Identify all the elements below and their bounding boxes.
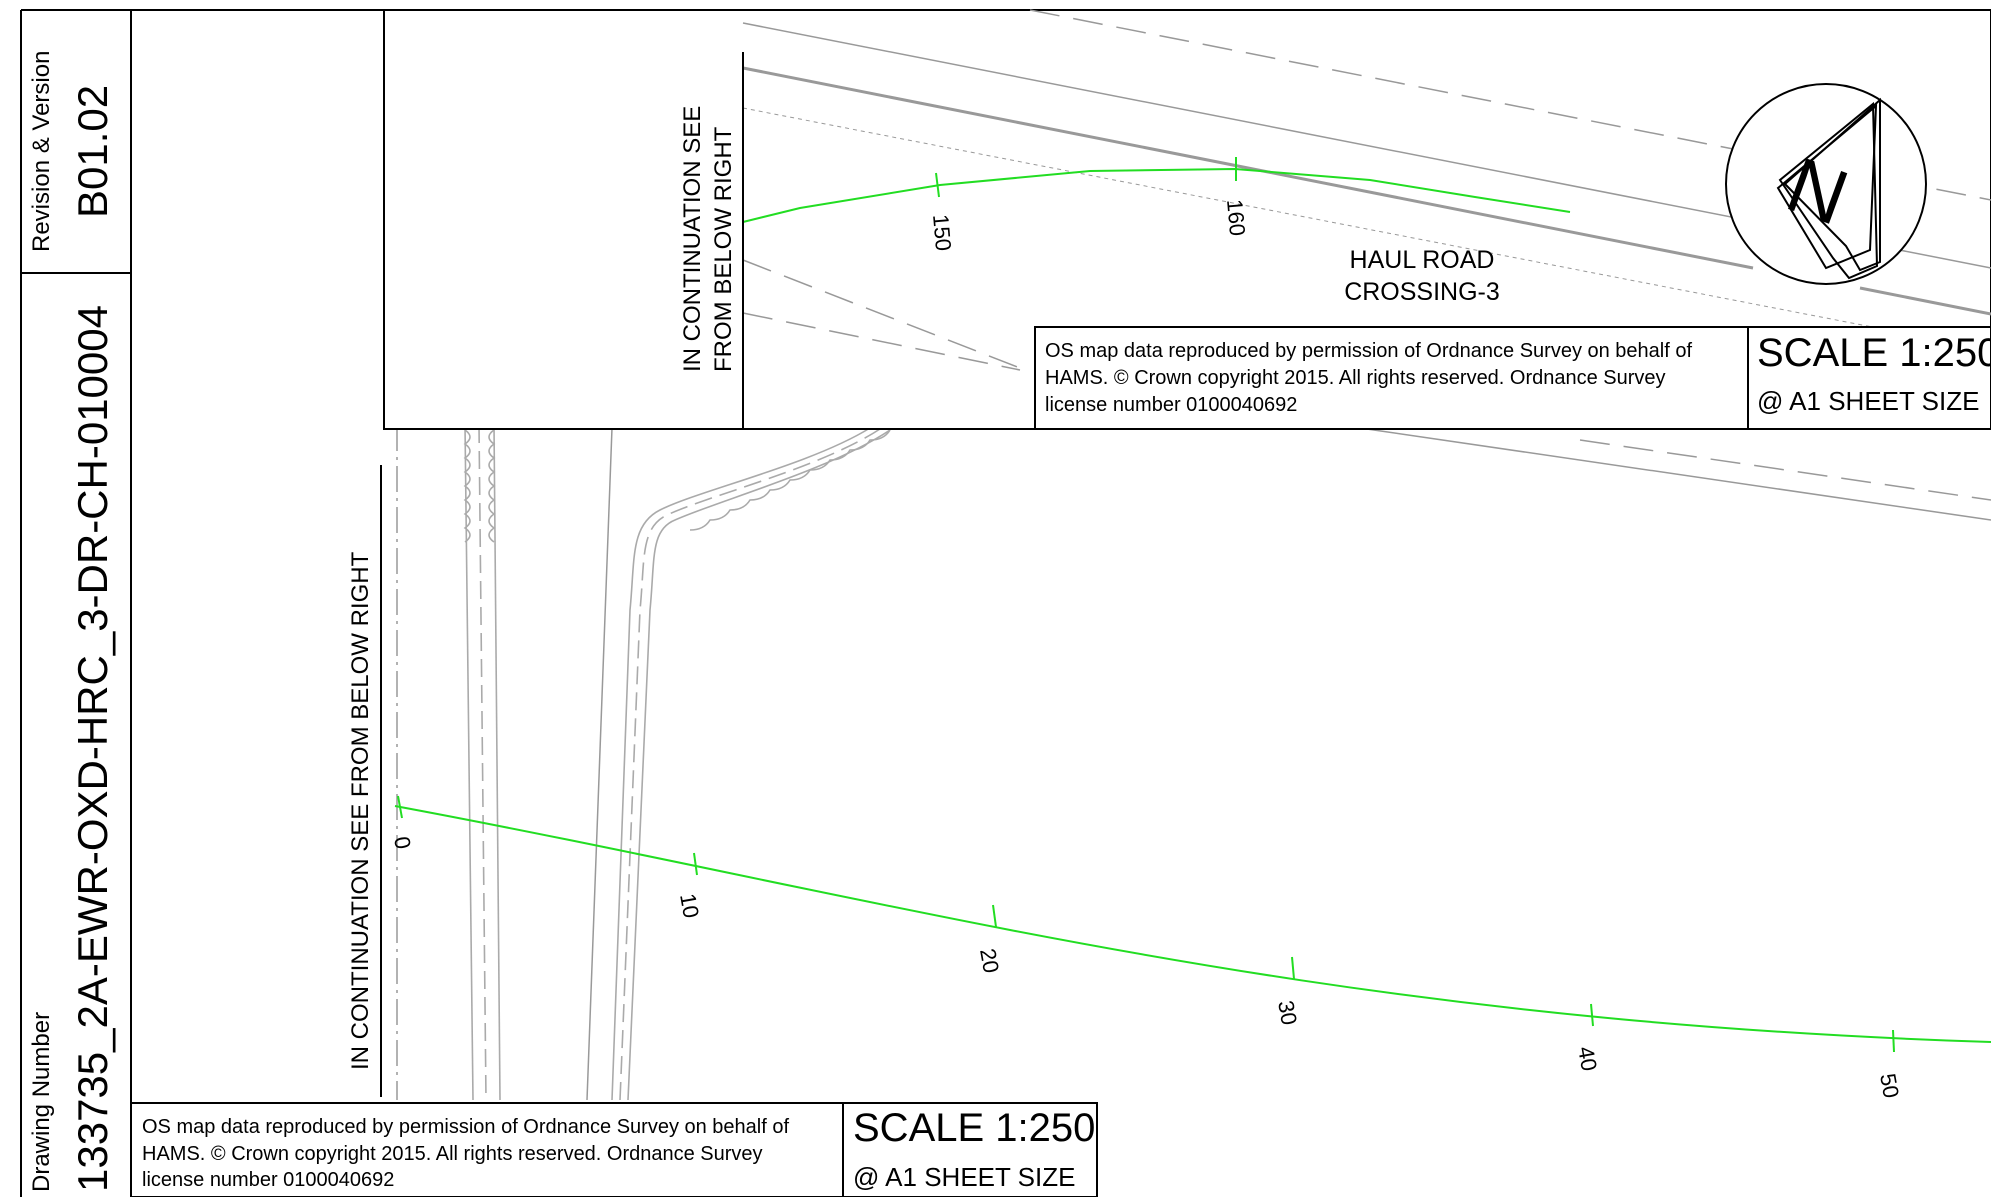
inset-credit-line1: OS map data reproduced by permission of … <box>1045 340 1692 362</box>
chainage-label: 10 <box>675 892 704 920</box>
main-credit-block: OS map data reproduced by permission of … <box>130 1102 1098 1197</box>
inset-continuation-line1: IN CONTINUATION SEE <box>679 106 706 372</box>
main-credit-line3: license number 0100040692 <box>142 1169 394 1191</box>
haul-road-label: HAUL ROAD <box>1350 246 1495 274</box>
drawing-number-value: 133735_2A-EWR-OXD-HRC_3-DR-CH-010004 <box>69 305 116 1192</box>
inset-chainage-label: 160 <box>1222 198 1250 237</box>
main-credit-line2: HAMS. © Crown copyright 2015. All rights… <box>142 1143 763 1165</box>
chainage-label: 20 <box>975 947 1004 975</box>
field-boundaries <box>396 425 613 1101</box>
drawing-number-label: Drawing Number <box>28 1012 55 1192</box>
revision-value: B01.02 <box>69 85 116 218</box>
inset-sheet-size: @ A1 SHEET SIZE <box>1757 386 1979 416</box>
hedgerow-left <box>463 424 501 1101</box>
hedgerow-bend <box>611 427 891 1101</box>
main-credit-box <box>130 1102 844 1197</box>
chainage-label: 40 <box>1573 1045 1602 1073</box>
inset-scale: SCALE 1:250 <box>1757 331 1991 375</box>
main-viewport: 0 10 20 30 40 50 IN CONTINUATION SEE FRO… <box>347 424 1991 1101</box>
inset-scale-box <box>1747 326 1991 430</box>
haul-road-label-line2: CROSSING-3 <box>1344 278 1500 306</box>
revision-label: Revision & Version <box>28 51 55 252</box>
title-block: Revision & Version B01.02 Drawing Number… <box>28 51 116 1192</box>
chainage-label: 0 <box>389 835 416 851</box>
main-sheet-size: @ A1 SHEET SIZE <box>853 1162 1075 1192</box>
inset-credit-box <box>1034 326 1749 430</box>
inset-chainage-label: 150 <box>928 213 956 252</box>
inset-credit-line3: license number 0100040692 <box>1045 394 1297 416</box>
main-scale-box <box>842 1102 1098 1197</box>
boundary-lines <box>1359 427 1991 521</box>
north-arrow-icon: N <box>1725 83 1927 285</box>
inset-alignment-ticks <box>935 157 1237 198</box>
inset-credit-line2: HAMS. © Crown copyright 2015. All rights… <box>1045 367 1666 389</box>
haul-road-label-line1: HAUL ROAD <box>1350 246 1495 274</box>
inset-viewport: 150 160 HAUL ROAD CROSSING-3 IN CONTINUA… <box>383 9 1991 430</box>
alignment-line <box>394 805 1991 1043</box>
main-scale: SCALE 1:250 <box>853 1106 1095 1150</box>
inset-continuation-line2: FROM BELOW RIGHT <box>710 126 737 372</box>
alignment-ticks <box>397 795 1895 1053</box>
continuation-note: IN CONTINUATION SEE FROM BELOW RIGHT <box>347 551 374 1070</box>
inset-alignment-line <box>742 167 1571 223</box>
haul-road-label-2: CROSSING-3 <box>1344 278 1500 306</box>
chainage-label: 30 <box>1273 999 1302 1027</box>
chainage-labels: 0 10 20 30 40 50 <box>389 835 1904 1100</box>
chainage-label: 50 <box>1875 1072 1904 1100</box>
main-credit-line1: OS map data reproduced by permission of … <box>142 1116 789 1138</box>
